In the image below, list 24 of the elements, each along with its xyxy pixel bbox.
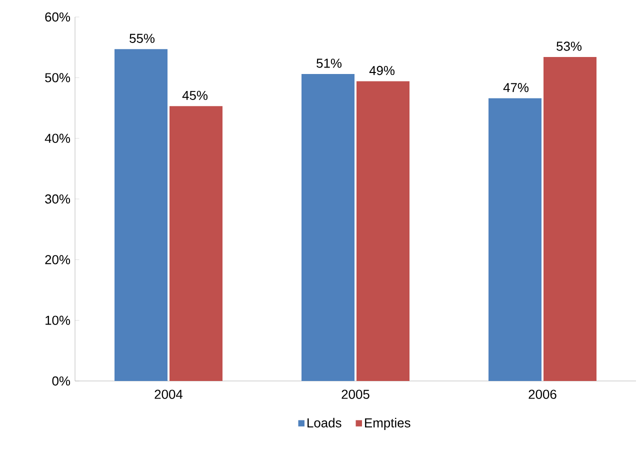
x-tick-label: 2006 (528, 390, 556, 399)
data-label: 53% (556, 42, 582, 51)
legend-label: Loads (308, 418, 342, 428)
bar (544, 57, 596, 381)
bar (302, 74, 355, 381)
bar (114, 49, 168, 381)
bar (488, 98, 542, 381)
y-tick-label: 20% (45, 255, 70, 264)
x-tick-label: 2004 (154, 390, 183, 399)
y-tick-label: 60% (45, 12, 70, 22)
data-label: 45% (182, 90, 208, 100)
bar (356, 81, 410, 381)
data-label: 55% (130, 34, 155, 43)
y-tick-label: 50% (45, 73, 70, 82)
data-label: 49% (369, 66, 395, 76)
x-tick-label: 2005 (342, 390, 370, 399)
data-label: 47% (503, 83, 529, 92)
y-tick-label: 10% (46, 316, 70, 325)
y-tick-label: 30% (45, 194, 70, 204)
y-tick-label: 40% (44, 134, 70, 143)
data-label: 51% (316, 58, 342, 68)
y-tick-label: 0% (52, 376, 70, 386)
bar (170, 106, 222, 381)
legend-label: Empties (365, 418, 410, 430)
